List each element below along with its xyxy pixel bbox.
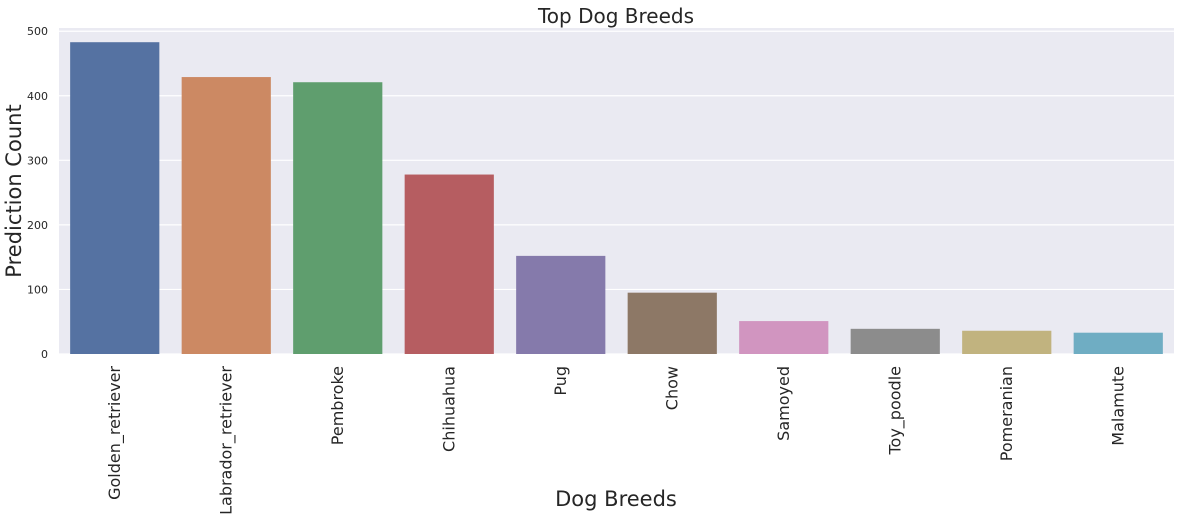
bar-pug xyxy=(516,255,606,354)
x-tick-label: Pug xyxy=(551,366,570,396)
chart-title: Top Dog Breeds xyxy=(537,4,694,28)
x-tick-label: Samoyed xyxy=(774,366,793,441)
x-tick-label: Golden_retriever xyxy=(105,366,125,500)
bar-golden-retriever xyxy=(70,42,160,355)
x-tick-label: Pembroke xyxy=(328,366,347,445)
y-axis-title: Prediction Count xyxy=(2,104,26,277)
bar-pomeranian xyxy=(962,330,1052,354)
x-axis-title: Dog Breeds xyxy=(555,487,677,511)
y-tick-label: 500 xyxy=(27,25,48,38)
x-tick-label: Labrador_retriever xyxy=(216,366,236,515)
x-tick-label: Pomeranian xyxy=(997,366,1016,461)
bar-toy-poodle xyxy=(850,328,940,354)
bars xyxy=(70,42,1163,355)
x-tick-label: Toy_poodle xyxy=(885,366,905,456)
x-tick-label: Chihuahua xyxy=(439,366,458,452)
bar-chow xyxy=(627,292,717,354)
bar-malamute xyxy=(1073,332,1163,354)
bar-pembroke xyxy=(293,82,383,355)
y-tick-label: 300 xyxy=(27,154,48,167)
bar-samoyed xyxy=(739,321,829,354)
bar-labrador-retriever xyxy=(181,77,271,354)
x-tick-labels: Golden_retriever Labrador_retriever Pembro… xyxy=(105,366,1128,515)
y-tick-label: 200 xyxy=(27,219,48,232)
x-tick-label: Chow xyxy=(662,366,681,410)
y-tick-label: 400 xyxy=(27,90,48,103)
bar-chihuahua xyxy=(404,174,494,354)
y-tick-label: 0 xyxy=(41,348,48,361)
x-tick-label: Malamute xyxy=(1108,366,1127,446)
y-tick-labels: 0 100 200 300 400 500 xyxy=(27,25,48,361)
y-tick-label: 100 xyxy=(27,283,48,296)
